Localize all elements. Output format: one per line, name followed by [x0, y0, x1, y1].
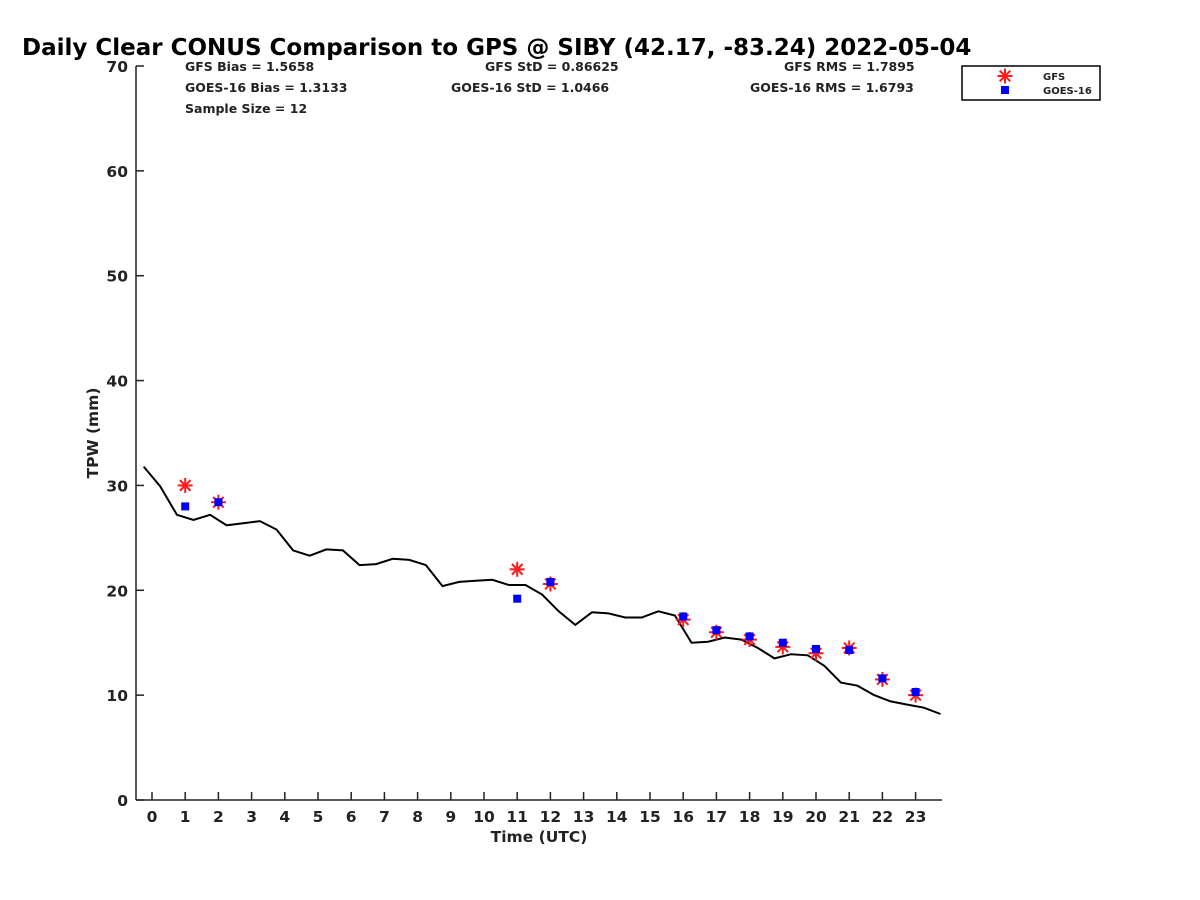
- y-tick-label: 30: [106, 477, 128, 495]
- stat-goes-rms: GOES-16 RMS = 1.6793: [750, 80, 914, 95]
- goes16-point: [745, 632, 754, 641]
- x-tick-label: 15: [639, 808, 661, 826]
- x-tick-label: 14: [606, 808, 628, 826]
- stat-gfs-rms: GFS RMS = 1.7895: [784, 59, 915, 74]
- y-tick-label: 0: [117, 792, 128, 810]
- chart-title: Daily Clear CONUS Comparison to GPS @ SI…: [22, 35, 971, 61]
- x-tick-label: 22: [872, 808, 894, 826]
- goes16-point: [845, 646, 854, 655]
- legend-gfs-label: GFS: [1043, 72, 1065, 83]
- x-tick-label: 23: [905, 808, 927, 826]
- goes16-point: [214, 498, 223, 507]
- legend-gfs-asterisk: [997, 68, 1013, 84]
- gps-tpw-line: [142, 465, 941, 715]
- x-tick-label: 21: [838, 808, 860, 826]
- gfs-point: [509, 561, 525, 577]
- x-axis-label: Time (UTC): [491, 828, 588, 846]
- asterisk-stroke: [179, 479, 192, 492]
- x-tick-label: 19: [772, 808, 794, 826]
- x-tick-label: 4: [279, 808, 290, 826]
- stat-goes-std: GOES-16 StD = 1.0466: [451, 80, 609, 95]
- legend-goes-square: [1001, 86, 1009, 94]
- stat-gfs-std: GFS StD = 0.86625: [485, 59, 619, 74]
- x-tick-label: 20: [805, 808, 827, 826]
- x-tick-label: 10: [473, 808, 495, 826]
- x-tick-label: 9: [445, 808, 456, 826]
- y-axis-label: TPW (mm): [84, 388, 102, 479]
- legend: GFS GOES-16: [961, 65, 1101, 101]
- x-tick-label: 8: [412, 808, 423, 826]
- goes16-point: [878, 674, 887, 683]
- gfs-point: [177, 477, 193, 493]
- stat-goes-bias: GOES-16 Bias = 1.3133: [185, 80, 347, 95]
- goes16-point: [679, 612, 688, 621]
- x-tick-label: 3: [246, 808, 257, 826]
- goes16-point: [712, 626, 721, 635]
- goes16-point: [546, 577, 555, 586]
- legend-box: [961, 65, 1101, 101]
- asterisk-stroke: [511, 563, 524, 576]
- legend-gfs-marker: [997, 68, 1013, 84]
- legend-goes-marker: [1001, 86, 1009, 94]
- x-tick-label: 0: [147, 808, 158, 826]
- y-tick-label: 10: [106, 687, 128, 705]
- y-tick-label: 50: [106, 268, 128, 286]
- goes16-point: [513, 594, 522, 603]
- asterisk-stroke: [998, 69, 1012, 83]
- x-tick-label: 1: [180, 808, 191, 826]
- y-tick-label: 60: [106, 163, 128, 181]
- y-tick-label: 70: [106, 58, 128, 76]
- goes16-point: [181, 502, 190, 511]
- stat-gfs-bias: GFS Bias = 1.5658: [185, 59, 314, 74]
- x-tick-label: 2: [213, 808, 224, 826]
- y-tick-label: 20: [106, 582, 128, 600]
- x-tick-label: 16: [672, 808, 694, 826]
- x-tick-label: 5: [313, 808, 324, 826]
- x-tick-label: 7: [379, 808, 390, 826]
- x-tick-label: 12: [540, 808, 562, 826]
- x-tick-label: 6: [346, 808, 357, 826]
- x-tick-label: 17: [706, 808, 728, 826]
- y-tick-label: 40: [106, 373, 128, 391]
- legend-goes-label: GOES-16: [1043, 86, 1092, 97]
- goes16-point: [778, 638, 787, 647]
- goes16-point: [812, 645, 820, 654]
- stat-sample-size: Sample Size = 12: [185, 101, 307, 116]
- x-tick-label: 13: [573, 808, 595, 826]
- goes16-point: [911, 687, 920, 696]
- x-tick-label: 11: [506, 808, 528, 826]
- x-tick-label: 18: [739, 808, 761, 826]
